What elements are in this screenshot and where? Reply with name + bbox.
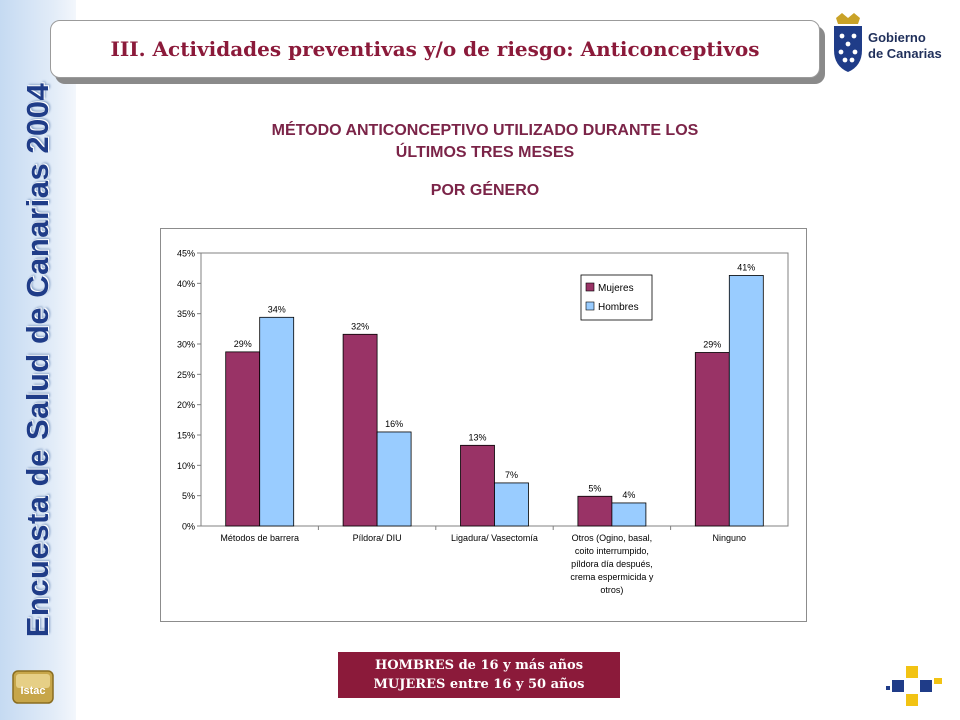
title-box: III. Actividades preventivas y/o de ries… bbox=[50, 20, 820, 78]
y-tick-label: 10% bbox=[177, 461, 195, 471]
bars bbox=[225, 275, 764, 527]
data-label: 16% bbox=[385, 419, 403, 429]
coat-of-arms-icon bbox=[834, 13, 862, 72]
data-label: 32% bbox=[351, 321, 369, 331]
x-tick-label: otros) bbox=[600, 585, 623, 595]
legend-label: Mujeres bbox=[598, 283, 634, 294]
legend: Mujeres Hombres bbox=[580, 274, 653, 321]
x-tick-label: Ligadura/ Vasectomía bbox=[451, 533, 538, 543]
y-tick-label: 5% bbox=[182, 491, 195, 501]
data-label: 5% bbox=[588, 483, 601, 493]
bar-hombres bbox=[259, 316, 295, 527]
data-label: 7% bbox=[505, 470, 518, 480]
data-label: 34% bbox=[268, 304, 286, 314]
y-tick-label: 20% bbox=[177, 400, 195, 410]
chart-heading-line2: ÚLTIMOS TRES MESES bbox=[395, 144, 575, 161]
x-tick-label: coito interrumpido, bbox=[575, 546, 649, 556]
data-labels: 29% 34% 32% 16% 13% 7% 5% 4% 29% 41% bbox=[234, 262, 756, 500]
data-label: 29% bbox=[234, 339, 252, 349]
x-tick-label: Ninguno bbox=[713, 533, 747, 543]
bar-mujeres bbox=[577, 495, 613, 527]
sidebar-title: Encuesta de Salud de Canarias 2004 bbox=[20, 82, 55, 638]
bar-mujeres bbox=[225, 351, 261, 527]
y-tick-label: 40% bbox=[177, 279, 195, 289]
legend-swatch bbox=[585, 301, 595, 311]
chart-heading-line3: POR GÉNERO bbox=[430, 182, 540, 199]
x-tick-label: Métodos de barrera bbox=[220, 533, 299, 543]
legend-label: Hombres bbox=[598, 302, 639, 313]
legend-box bbox=[580, 274, 653, 321]
sidebar: Encuesta de Salud de Canarias 2004 Istac bbox=[0, 0, 76, 720]
bar-chart: 0% 5% 10% 15% 20% 25% 30% 35% 40% 45% 29% 34% 32% 16… bbox=[177, 249, 789, 595]
chart-container: 0% 5% 10% 15% 20% 25% 30% 35% 40% 45% 29% 34% 32% 16… bbox=[160, 228, 807, 622]
bar-hombres bbox=[611, 502, 647, 527]
y-tick-label: 35% bbox=[177, 309, 195, 319]
x-axis: Métodos de barrera Píldora/ DIU Ligadura/ … bbox=[220, 526, 746, 595]
data-label: 29% bbox=[703, 339, 721, 349]
population-note-line1: HOMBRES de 16 y más años bbox=[374, 658, 584, 673]
chart-heading-line1: MÉTODO ANTICONCEPTIVO UTILIZADO DURANTE … bbox=[271, 122, 699, 139]
logo-line2: de Canarias bbox=[868, 46, 942, 61]
bar-hombres bbox=[494, 482, 529, 527]
x-tick-label: Otros (Ogino, basal, bbox=[572, 533, 653, 543]
y-tick-label: 25% bbox=[177, 370, 195, 380]
bar-hombres bbox=[376, 431, 412, 527]
gobierno-de-canarias-logo: Gobierno de Canarias bbox=[834, 13, 942, 72]
data-label: 41% bbox=[737, 262, 755, 272]
logo-line1: Gobierno bbox=[868, 30, 926, 45]
y-tick-label: 0% bbox=[182, 522, 195, 532]
y-tick-label: 45% bbox=[177, 249, 195, 259]
y-tick-label: 30% bbox=[177, 340, 195, 350]
legend-swatch bbox=[585, 282, 595, 292]
istac-logo: Istac bbox=[12, 670, 54, 704]
bar-hombres bbox=[728, 275, 764, 527]
bar-mujeres bbox=[694, 352, 730, 527]
bar-mujeres bbox=[460, 444, 495, 527]
data-label: 4% bbox=[622, 490, 635, 500]
x-tick-label: crema espermicida y bbox=[570, 572, 654, 582]
bar-mujeres bbox=[342, 333, 378, 527]
istac-logo-label: Istac bbox=[20, 685, 45, 697]
x-tick-label: píldora día después, bbox=[571, 559, 653, 569]
population-note: HOMBRES de 16 y más años MUJERES entre 1… bbox=[338, 652, 620, 698]
population-note-line2: MUJERES entre 16 y 50 años bbox=[373, 677, 585, 692]
page-title: III. Actividades preventivas y/o de ries… bbox=[110, 37, 760, 61]
y-tick-label: 15% bbox=[177, 431, 195, 441]
x-tick-label: Píldora/ DIU bbox=[353, 533, 402, 543]
canarias-cross-logo bbox=[886, 666, 942, 706]
data-label: 13% bbox=[468, 432, 486, 442]
